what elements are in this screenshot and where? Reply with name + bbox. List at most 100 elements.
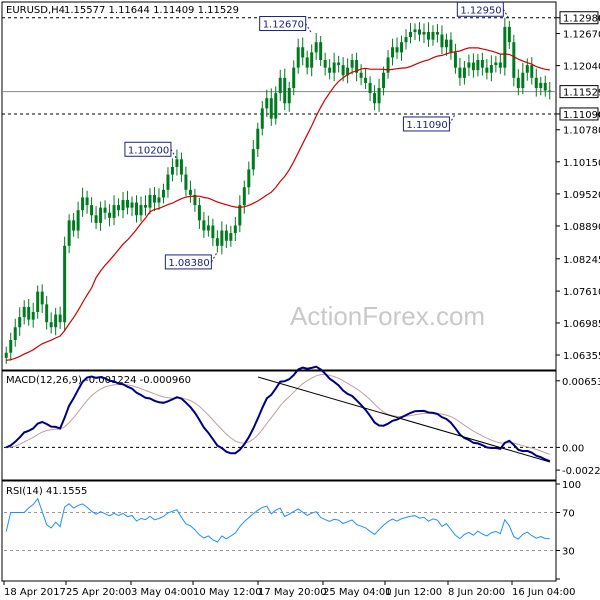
candle-body (135, 202, 139, 216)
candle-body (543, 82, 547, 91)
candle-body (346, 67, 350, 76)
annotation-label: 1.08380 (168, 258, 209, 269)
price-tick-label: 1.08245 (563, 255, 600, 266)
x-axis-labels: 18 Apr 2017 25 Apr 20:00 3 May 04:00 10 May… (3, 581, 576, 598)
macd-tick-label: 0.006534 (562, 377, 600, 388)
candle-body (462, 67, 466, 78)
candle-body (521, 72, 525, 88)
candle-body (453, 52, 457, 68)
candle-body (292, 67, 296, 88)
candle-body (269, 98, 273, 119)
candle-body (224, 230, 228, 241)
annotation-leader (305, 23, 313, 34)
candle-body (4, 352, 8, 358)
candle-body (368, 82, 372, 94)
candle-body (377, 88, 381, 104)
candle-body (507, 26, 511, 43)
candle-body (426, 32, 430, 40)
candle-body (449, 39, 453, 53)
candle-body (103, 207, 107, 213)
candle-body (94, 215, 98, 223)
candle-body (314, 42, 318, 53)
annotation-label: 1.12950 (460, 5, 501, 16)
macd-panel-frame (1, 370, 557, 481)
candle-body (274, 93, 278, 119)
candle-body (63, 245, 67, 323)
price-tick-label: 1.08890 (563, 222, 600, 233)
candle-body (534, 77, 538, 88)
candle-body (355, 60, 359, 73)
candlestick-series (4, 17, 552, 364)
candle-body (117, 205, 121, 211)
annotation-label: 1.12670 (263, 20, 304, 31)
candle-body (404, 37, 408, 43)
macd-line (5, 365, 551, 463)
candle-body (386, 57, 390, 73)
candle-body (126, 200, 130, 208)
macd-tick-label: 0.00 (562, 443, 584, 454)
candle-body (220, 230, 224, 246)
candle-body (265, 98, 269, 109)
candle-body (480, 60, 484, 68)
candle-body (458, 67, 462, 78)
candle-body (184, 174, 188, 190)
candle-body (494, 62, 498, 66)
annotation-leader (170, 149, 178, 160)
candle-body (256, 128, 260, 150)
candle-body (27, 306, 31, 320)
candle-body (157, 197, 161, 203)
candle-body (67, 220, 71, 246)
candle-body (422, 32, 426, 35)
price-level-box (559, 107, 599, 121)
candle-body (193, 194, 197, 206)
watermark-text: ActionForex.com (290, 301, 485, 331)
price-level-label: 1.11090 (563, 110, 600, 121)
price-tick-label: 1.06355 (563, 351, 600, 362)
macd-tick-label: -0.002226 (562, 466, 600, 477)
candle-body (170, 166, 174, 175)
candle-body (121, 200, 125, 211)
candle-body (139, 205, 143, 216)
candle-body (40, 291, 44, 305)
x-tick-label: 25 May 04:00 (323, 587, 392, 598)
candle-body (197, 205, 201, 221)
rsi-panel-frame (1, 480, 557, 582)
price-tick-label: 1.10780 (563, 126, 600, 137)
price-level-box (559, 11, 599, 25)
annotation-label: 1.10200 (128, 145, 169, 156)
price-tick-label: 1.12040 (563, 62, 600, 73)
candle-body (539, 82, 543, 88)
candle-body (49, 322, 53, 328)
candle-body (31, 312, 35, 320)
candle-body (130, 202, 134, 208)
candle-body (215, 238, 219, 246)
candle-body (498, 62, 502, 68)
annotation-leader (210, 251, 218, 263)
candle-body (548, 90, 552, 92)
candle-body (54, 314, 58, 328)
rsi-title: RSI(14) 41.1555 (6, 486, 87, 497)
candle-body (81, 197, 85, 211)
candle-body (350, 60, 354, 68)
price-tick-label: 1.12670 (563, 30, 600, 41)
candle-body (108, 212, 112, 218)
price-axis-ticks: 1.12980 1.12670 1.12040 1.11090 1.10780 1.101… (556, 14, 600, 362)
candle-body (337, 62, 341, 66)
candle-body (409, 32, 413, 38)
macd-trendline (257, 376, 551, 463)
candle-body (22, 306, 26, 318)
candle-body (166, 174, 170, 190)
candle-body (440, 34, 444, 48)
candle-body (233, 225, 237, 234)
rsi-tick-label: 30 (562, 547, 575, 558)
x-tick-label: 17 May 20:00 (258, 587, 327, 598)
macd-axis-ticks: 0.006534 0.00 -0.002226 (556, 377, 600, 477)
candle-body (332, 62, 336, 73)
candle-body (175, 159, 179, 167)
candle-body (45, 304, 49, 323)
candle-body (467, 62, 471, 68)
rsi-tick-label: 70 (562, 509, 575, 520)
candle-body (85, 197, 89, 206)
candle-body (471, 62, 475, 71)
